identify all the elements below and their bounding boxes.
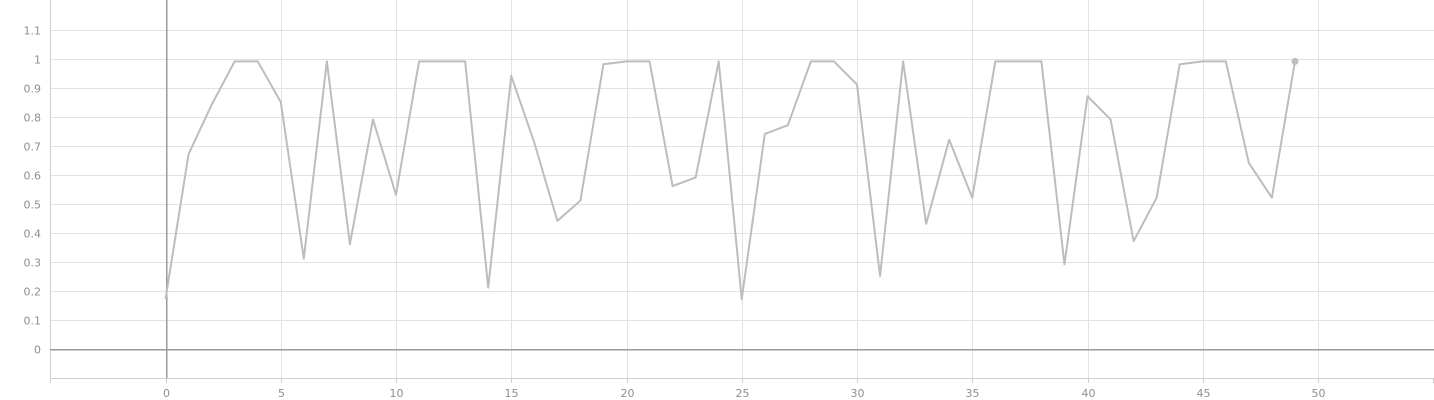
series-line (164, 60, 1296, 301)
x-tick-label: 5 (278, 387, 285, 400)
y-tick-label: 1 (34, 54, 41, 67)
series (164, 57, 1299, 301)
y-tick-label: 0.1 (24, 315, 42, 328)
x-tick-label: 30 (851, 387, 865, 400)
grid (50, 0, 1434, 378)
x-tick-label: 45 (1197, 387, 1211, 400)
last-point-marker[interactable] (1291, 57, 1299, 65)
x-tick-label: 20 (621, 387, 635, 400)
y-tick-label: 0.5 (24, 199, 42, 212)
y-tick-label: 0.2 (24, 286, 42, 299)
x-tick-label: 25 (736, 387, 750, 400)
x-tick-label: 0 (163, 387, 170, 400)
y-tick-label: 1.1 (24, 25, 42, 38)
y-tick-label: 0 (34, 344, 41, 357)
y-tick-label: 0.8 (24, 112, 42, 125)
x-tick-label: 15 (505, 387, 519, 400)
y-tick-label: 0.6 (24, 170, 42, 183)
x-tick-label: 40 (1082, 387, 1096, 400)
y-tick-label: 0.7 (24, 141, 42, 154)
x-tick-label: 35 (966, 387, 980, 400)
y-tick-label: 0.4 (24, 228, 42, 241)
tick-labels: 0 0.1 0.2 0.3 0.4 0.5 0.6 0.7 0.8 0.9 1 1.1 0 5 10 15 20… (24, 25, 1326, 400)
y-tick-label: 0.9 (24, 83, 42, 96)
y-tick-label: 0.3 (24, 257, 42, 270)
x-tick-label: 10 (390, 387, 404, 400)
axes (50, 0, 1434, 383)
x-tick-label: 50 (1312, 387, 1326, 400)
